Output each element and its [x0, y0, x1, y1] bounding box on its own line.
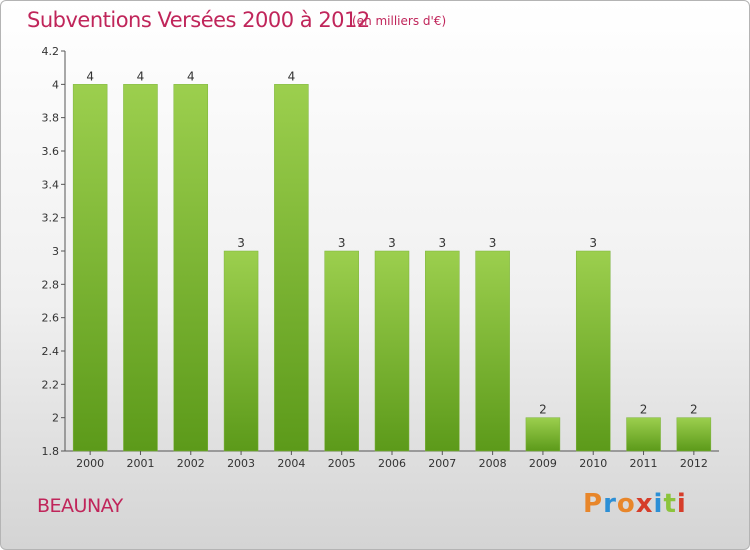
- bar: [626, 417, 661, 452]
- y-tick-label: 1.8: [42, 445, 60, 458]
- y-tick-label: 2.4: [42, 345, 60, 358]
- x-tick-label: 2006: [378, 457, 406, 470]
- chart-subtitle: (en milliers d'€): [352, 14, 447, 28]
- y-tick-label: 4: [52, 78, 59, 91]
- x-tick-label: 2011: [630, 457, 658, 470]
- bar-value-label: 2: [690, 403, 698, 417]
- bar: [425, 250, 460, 452]
- y-tick-label: 3.4: [42, 178, 60, 191]
- y-tick-label: 3.2: [42, 212, 60, 225]
- bar-value-label: 4: [187, 69, 195, 83]
- x-tick-label: 2007: [428, 457, 456, 470]
- bar: [676, 417, 712, 452]
- x-tick-label: 2008: [479, 457, 507, 470]
- bar-value-label: 2: [539, 403, 547, 417]
- bar-value-label: 3: [489, 236, 497, 250]
- proxiti-logo[interactable]: Proxiti: [583, 489, 687, 519]
- x-tick-label: 2005: [328, 457, 356, 470]
- x-tick-label: 2000: [76, 457, 104, 470]
- y-tick-label: 2.8: [42, 278, 60, 291]
- x-tick-label: 2009: [529, 457, 557, 470]
- x-tick-label: 2003: [227, 457, 255, 470]
- bar: [324, 250, 359, 452]
- bar-value-label: 4: [288, 69, 296, 83]
- logo-letter: i: [676, 489, 687, 519]
- y-tick-label: 3.6: [42, 145, 60, 158]
- y-tick-label: 4.2: [42, 45, 60, 58]
- bar-value-label: 3: [338, 236, 346, 250]
- logo-letter: r: [603, 489, 617, 519]
- x-tick-label: 2002: [177, 457, 205, 470]
- y-tick-label: 2: [52, 412, 59, 425]
- bar: [223, 250, 259, 452]
- bar-value-label: 2: [640, 403, 648, 417]
- y-tick-label: 2.6: [42, 312, 60, 325]
- chart-title: Subventions Versées 2000 à 2012: [27, 8, 370, 32]
- y-tick-label: 3.8: [42, 112, 60, 125]
- bar: [274, 84, 309, 452]
- logo-letter: i: [653, 489, 664, 519]
- bar-value-label: 3: [237, 236, 245, 250]
- bar: [123, 84, 158, 452]
- x-tick-label: 2004: [277, 457, 305, 470]
- bar: [72, 84, 108, 452]
- logo-letter: P: [583, 489, 604, 519]
- logo-letter: o: [616, 489, 636, 519]
- x-tick-label: 2010: [579, 457, 607, 470]
- commune-name: BEAUNAY: [37, 495, 123, 517]
- bar-value-label: 3: [388, 236, 396, 250]
- bar: [173, 84, 209, 452]
- bar: [575, 250, 611, 452]
- bar: [525, 417, 561, 452]
- y-tick-label: 2.2: [42, 378, 60, 391]
- bar-value-label: 3: [589, 236, 597, 250]
- x-tick-label: 2001: [126, 457, 154, 470]
- bar-value-label: 3: [438, 236, 446, 250]
- x-tick-label: 2012: [680, 457, 708, 470]
- logo-letter: t: [663, 489, 677, 519]
- logo-letter: x: [635, 489, 654, 519]
- bar: [475, 250, 510, 452]
- bar-value-label: 4: [137, 69, 145, 83]
- bar: [374, 250, 410, 452]
- y-tick-label: 3: [52, 245, 59, 258]
- bar-value-label: 4: [86, 69, 94, 83]
